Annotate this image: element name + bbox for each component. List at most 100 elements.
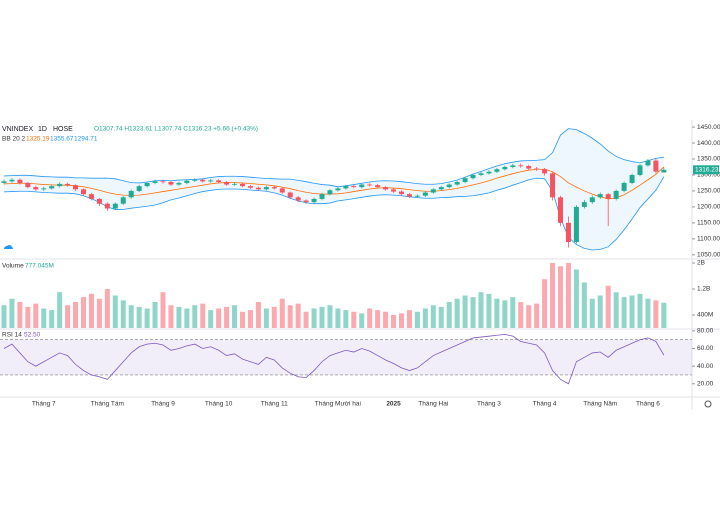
candle-body xyxy=(120,197,126,204)
candle-body xyxy=(311,198,317,203)
candle-body xyxy=(327,190,333,195)
candle-body xyxy=(144,182,150,187)
volume-bar xyxy=(96,298,102,328)
volume-bar xyxy=(542,279,548,328)
candle-body xyxy=(518,165,524,167)
candle-body xyxy=(25,182,31,188)
x-tick-label: Tháng 10 xyxy=(205,401,233,408)
volume-bar xyxy=(494,298,500,328)
volume-bar xyxy=(184,308,190,328)
candle-body xyxy=(375,185,381,188)
candle-body xyxy=(470,174,476,179)
volume-bar xyxy=(597,295,603,328)
volume-bar xyxy=(271,306,277,328)
y-tick-label: 1350.00 xyxy=(697,156,720,163)
candle-body xyxy=(232,183,238,185)
candle-body xyxy=(526,166,532,169)
candle-body xyxy=(152,181,158,183)
volume-bar xyxy=(176,306,182,328)
candle-body xyxy=(9,179,15,182)
volume-bar xyxy=(57,292,63,328)
volume-bar xyxy=(319,306,325,328)
candle-body xyxy=(335,188,341,191)
candle-body xyxy=(343,186,349,189)
volume-bar xyxy=(502,300,508,328)
cloud-icon[interactable] xyxy=(4,245,14,249)
candle-body xyxy=(653,160,659,172)
volume-bar xyxy=(144,308,150,328)
volume-bar xyxy=(454,298,460,328)
candle-body xyxy=(33,187,39,190)
candle-body xyxy=(240,183,245,187)
volume-bar xyxy=(422,308,428,328)
bb-fill xyxy=(4,128,664,251)
volume-bar xyxy=(589,298,595,328)
x-tick-label: Tháng 6 xyxy=(636,401,660,408)
candle-body xyxy=(136,186,142,191)
candle-body xyxy=(49,186,55,189)
volume-bar xyxy=(613,292,619,328)
volume-bar xyxy=(661,302,667,328)
volume-bar xyxy=(446,301,452,328)
candle-body xyxy=(637,165,643,175)
volume-bar xyxy=(351,311,357,328)
volume-bar xyxy=(41,308,47,328)
candle-body xyxy=(160,181,166,183)
rsi-band-fill xyxy=(0,339,692,375)
x-tick-label: Tháng Tám xyxy=(91,401,124,408)
volume-bar xyxy=(438,306,444,328)
volume-bar xyxy=(526,305,532,328)
x-tick-label: 2025 xyxy=(386,401,401,408)
candle-body xyxy=(573,206,579,243)
volume-bar xyxy=(335,308,341,328)
y-tick-label: 400M xyxy=(697,312,713,319)
candle-body xyxy=(319,194,325,199)
volume-bar xyxy=(375,310,381,328)
volume-bar xyxy=(160,292,166,328)
candle-body xyxy=(367,184,373,186)
volume-bar xyxy=(414,311,420,328)
volume-bar xyxy=(653,300,659,328)
volume-bar xyxy=(17,301,23,328)
candle-body xyxy=(605,194,611,199)
volume-bar xyxy=(430,305,436,328)
interval: 1D xyxy=(38,126,47,133)
volume-bar xyxy=(128,305,134,328)
x-tick-label: Tháng 11 xyxy=(261,401,288,408)
candle-body xyxy=(247,186,253,188)
volume-bar xyxy=(311,308,317,328)
y-tick-label: 1300.00 xyxy=(697,172,720,179)
volume-bar xyxy=(581,282,587,328)
volume-bar xyxy=(9,298,15,328)
volume-bar xyxy=(470,297,476,328)
volume-legend-value: 777.045M xyxy=(25,263,54,270)
candle-body xyxy=(216,180,222,182)
volume-bar xyxy=(81,297,86,328)
candle-body xyxy=(550,173,556,198)
ohlc-legend: O1307.74 H1323.61 L1307.74 C1316.23 +5.6… xyxy=(94,126,258,133)
volume-bar xyxy=(232,305,238,328)
volume-bar xyxy=(240,311,245,328)
candle-body xyxy=(295,197,301,201)
volume-bar xyxy=(462,295,468,328)
volume-bar xyxy=(573,269,579,328)
candle-body xyxy=(597,194,603,198)
volume-bar xyxy=(406,310,412,328)
candle-body xyxy=(1,181,7,183)
candle-body xyxy=(128,190,134,198)
candle-body xyxy=(565,222,571,243)
volume-bar xyxy=(629,295,635,328)
settings-icon[interactable] xyxy=(704,400,712,408)
x-tick-label: Tháng Năm xyxy=(583,401,617,408)
candle-body xyxy=(581,202,587,207)
candle-body xyxy=(446,184,452,188)
candle-body xyxy=(645,160,651,166)
x-tick-label: Tháng 3 xyxy=(477,401,501,408)
volume-bar xyxy=(303,311,309,328)
candle-body xyxy=(414,195,420,197)
volume-bar xyxy=(25,306,31,328)
volume-bar xyxy=(558,266,563,328)
volume-bar xyxy=(65,305,71,328)
candle-body xyxy=(88,194,94,199)
